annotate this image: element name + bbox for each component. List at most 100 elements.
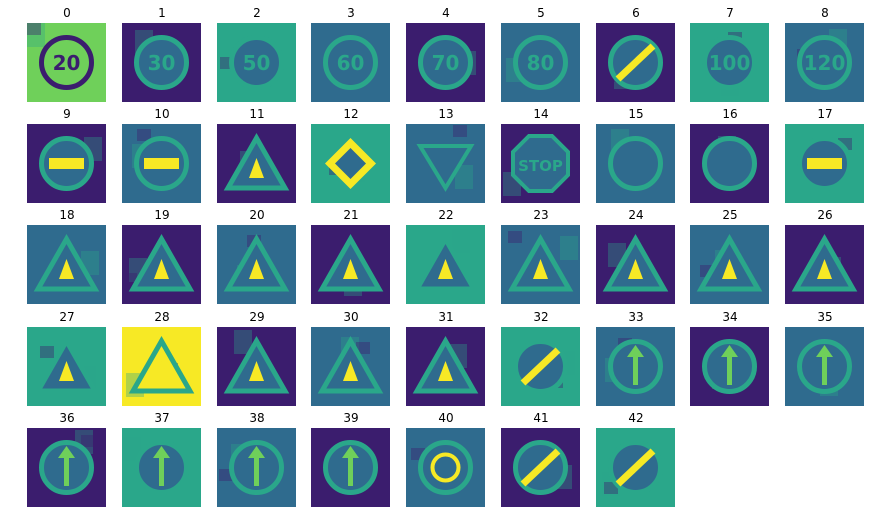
sign-class-cell: 36 bbox=[27, 408, 107, 507]
sign-class-cell: 19 bbox=[122, 205, 202, 304]
class-id-label: 19 bbox=[154, 208, 170, 222]
end-no-passing-trucks-sign-icon bbox=[596, 428, 675, 507]
class-id-label: 32 bbox=[533, 310, 549, 324]
class-id-label: 26 bbox=[817, 208, 833, 222]
class-id-label: 41 bbox=[533, 411, 549, 425]
double-curve-sign-icon bbox=[311, 225, 390, 304]
speed-limit-sign-icon: 70 bbox=[406, 23, 485, 102]
class-id-label: 29 bbox=[249, 310, 265, 324]
class-id-label: 31 bbox=[438, 310, 454, 324]
class-id-label: 8 bbox=[821, 6, 829, 20]
wild-animals-sign-icon bbox=[406, 327, 485, 406]
general-caution-sign-icon bbox=[27, 225, 106, 304]
end-no-passing-sign-icon bbox=[501, 428, 580, 507]
class-id-label: 7 bbox=[726, 6, 734, 20]
sign-class-cell: 0 20 bbox=[27, 3, 107, 102]
bicycles-crossing-sign-icon bbox=[217, 327, 296, 406]
sign-class-cell: 1 30 bbox=[122, 3, 202, 102]
class-id-label: 40 bbox=[438, 411, 454, 425]
sign-class-cell: 14 STOP bbox=[501, 104, 581, 203]
pedestrians-sign-icon bbox=[27, 327, 106, 406]
class-id-label: 13 bbox=[438, 107, 454, 121]
sign-class-cell: 2 50 bbox=[217, 3, 297, 102]
svg-text:100: 100 bbox=[709, 51, 751, 75]
no-trucks-sign-icon bbox=[690, 124, 769, 203]
class-id-label: 34 bbox=[722, 310, 738, 324]
svg-text:STOP: STOP bbox=[518, 157, 563, 175]
class-id-label: 0 bbox=[63, 6, 71, 20]
class-id-label: 35 bbox=[817, 310, 833, 324]
svg-text:20: 20 bbox=[53, 51, 81, 75]
sign-class-cell: 12 bbox=[311, 104, 391, 203]
class-id-label: 39 bbox=[343, 411, 359, 425]
sign-class-cell: 22 bbox=[406, 205, 486, 304]
svg-text:50: 50 bbox=[243, 51, 271, 75]
yield-sign-icon bbox=[406, 124, 485, 203]
sign-class-cell: 42 bbox=[596, 408, 676, 507]
sign-class-cell: 6 bbox=[596, 3, 676, 102]
sign-class-cell: 40 bbox=[406, 408, 486, 507]
sign-class-cell: 31 bbox=[406, 307, 486, 406]
class-id-label: 6 bbox=[632, 6, 640, 20]
curve-right-sign-icon bbox=[217, 225, 296, 304]
no-vehicles-sign-icon bbox=[596, 124, 675, 203]
class-id-label: 25 bbox=[722, 208, 738, 222]
speed-limit-sign-icon: 60 bbox=[311, 23, 390, 102]
class-id-label: 20 bbox=[249, 208, 265, 222]
sign-class-cell: 9 bbox=[27, 104, 107, 203]
sign-class-cell: 29 bbox=[217, 307, 297, 406]
sign-class-cell: 11 bbox=[217, 104, 297, 203]
class-id-label: 42 bbox=[628, 411, 644, 425]
straight-or-left-sign-icon bbox=[122, 428, 201, 507]
sign-class-cell: 33 bbox=[596, 307, 676, 406]
sign-class-cell: 21 bbox=[311, 205, 391, 304]
sign-class-cell: 24 bbox=[596, 205, 676, 304]
sign-class-cell: 38 bbox=[217, 408, 297, 507]
class-id-label: 3 bbox=[347, 6, 355, 20]
class-id-label: 22 bbox=[438, 208, 454, 222]
turn-left-sign-icon bbox=[690, 327, 769, 406]
sign-class-cell: 32 bbox=[501, 307, 581, 406]
svg-text:120: 120 bbox=[804, 51, 846, 75]
sign-class-cell: 4 70 bbox=[406, 3, 486, 102]
class-id-label: 21 bbox=[343, 208, 359, 222]
right-of-way-sign-icon bbox=[217, 124, 296, 203]
sign-class-cell: 30 bbox=[311, 307, 391, 406]
class-id-label: 1 bbox=[158, 6, 166, 20]
sign-class-cell: 28 bbox=[122, 307, 202, 406]
class-id-label: 30 bbox=[343, 310, 359, 324]
ahead-only-sign-icon bbox=[785, 327, 864, 406]
speed-limit-sign-icon: 80 bbox=[501, 23, 580, 102]
class-id-label: 38 bbox=[249, 411, 265, 425]
svg-text:80: 80 bbox=[527, 51, 555, 75]
svg-text:30: 30 bbox=[148, 51, 176, 75]
sign-class-cell: 39 bbox=[311, 408, 391, 507]
class-id-label: 11 bbox=[249, 107, 265, 121]
sign-class-cell: 10 bbox=[122, 104, 202, 203]
sign-class-cell: 17 bbox=[785, 104, 865, 203]
ice-snow-sign-icon bbox=[311, 327, 390, 406]
sign-class-cell: 13 bbox=[406, 104, 486, 203]
class-id-label: 9 bbox=[63, 107, 71, 121]
class-id-label: 18 bbox=[59, 208, 75, 222]
sign-class-cell: 41 bbox=[501, 408, 581, 507]
no-passing-trucks-sign-icon bbox=[122, 124, 201, 203]
class-id-label: 4 bbox=[442, 6, 450, 20]
turn-right-sign-icon bbox=[596, 327, 675, 406]
class-id-label: 2 bbox=[253, 6, 261, 20]
straight-or-right-sign-icon bbox=[27, 428, 106, 507]
class-id-label: 36 bbox=[59, 411, 75, 425]
speed-limit-sign-icon: 100 bbox=[690, 23, 769, 102]
end-speed-limit-sign-icon bbox=[596, 23, 675, 102]
sign-class-cell: 8 120 bbox=[785, 3, 865, 102]
traffic-signals-sign-icon bbox=[785, 225, 864, 304]
stop-sign-icon: STOP bbox=[501, 124, 580, 203]
speed-limit-sign-icon: 120 bbox=[785, 23, 864, 102]
sign-class-cell: 3 60 bbox=[311, 3, 391, 102]
svg-text:60: 60 bbox=[337, 51, 365, 75]
slippery-road-sign-icon bbox=[501, 225, 580, 304]
class-id-label: 23 bbox=[533, 208, 549, 222]
class-id-label: 12 bbox=[343, 107, 359, 121]
speed-limit-sign-icon: 50 bbox=[217, 23, 296, 102]
